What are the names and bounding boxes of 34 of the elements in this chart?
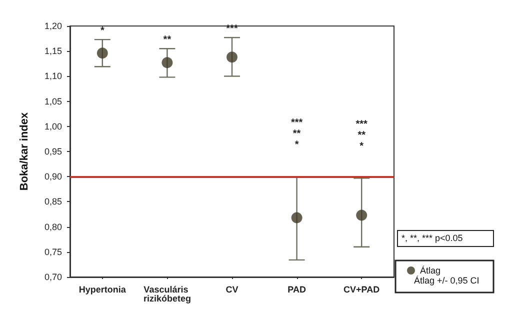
annotation: ** — [292, 128, 301, 140]
legend-label: Átlag — [420, 266, 441, 276]
annotation: * — [100, 26, 104, 37]
y-tick-label: 1,10 — [44, 71, 62, 82]
x-tick-label: Vasculáris rizikóbeteg — [143, 284, 191, 304]
annotation: ** — [358, 130, 366, 142]
y-tick-label: 0,85 — [44, 196, 62, 207]
y-tick-label: 0,95 — [44, 146, 62, 156]
y-tick-label: 0,90 — [44, 172, 62, 182]
annotation: ** — [163, 34, 172, 46]
point — [226, 52, 238, 63]
annotation: *** — [290, 118, 303, 129]
x-tick-label: PAD — [288, 284, 306, 294]
annotation: *** — [356, 119, 368, 130]
y-tick-label: 0,75 — [44, 246, 62, 257]
annotation: *** — [226, 24, 238, 35]
x-tick-label: Hypertonia — [78, 284, 127, 294]
y-tick-label: 1,15 — [44, 46, 62, 56]
point — [96, 48, 108, 59]
text: Átlag +/- 0,95 CI — [414, 276, 480, 286]
annotation: * — [360, 141, 364, 152]
y-tick-label: 1,20 — [44, 21, 62, 31]
x-tick-label: CV+PAD — [344, 284, 380, 294]
text: *, **, *** p<0.05 — [402, 233, 463, 243]
y-tick-label: 0,80 — [44, 222, 62, 232]
point — [291, 212, 302, 224]
y-tick-label: 1,05 — [44, 96, 62, 106]
y-axis-title: Boka/kar index — [18, 111, 30, 191]
annotation: * — [294, 140, 299, 151]
x-tick-label: CV — [226, 284, 238, 294]
point — [356, 210, 368, 221]
point — [162, 57, 173, 68]
y-tick-label: 0,70 — [44, 272, 62, 282]
y-tick-label: 1,00 — [44, 121, 62, 132]
